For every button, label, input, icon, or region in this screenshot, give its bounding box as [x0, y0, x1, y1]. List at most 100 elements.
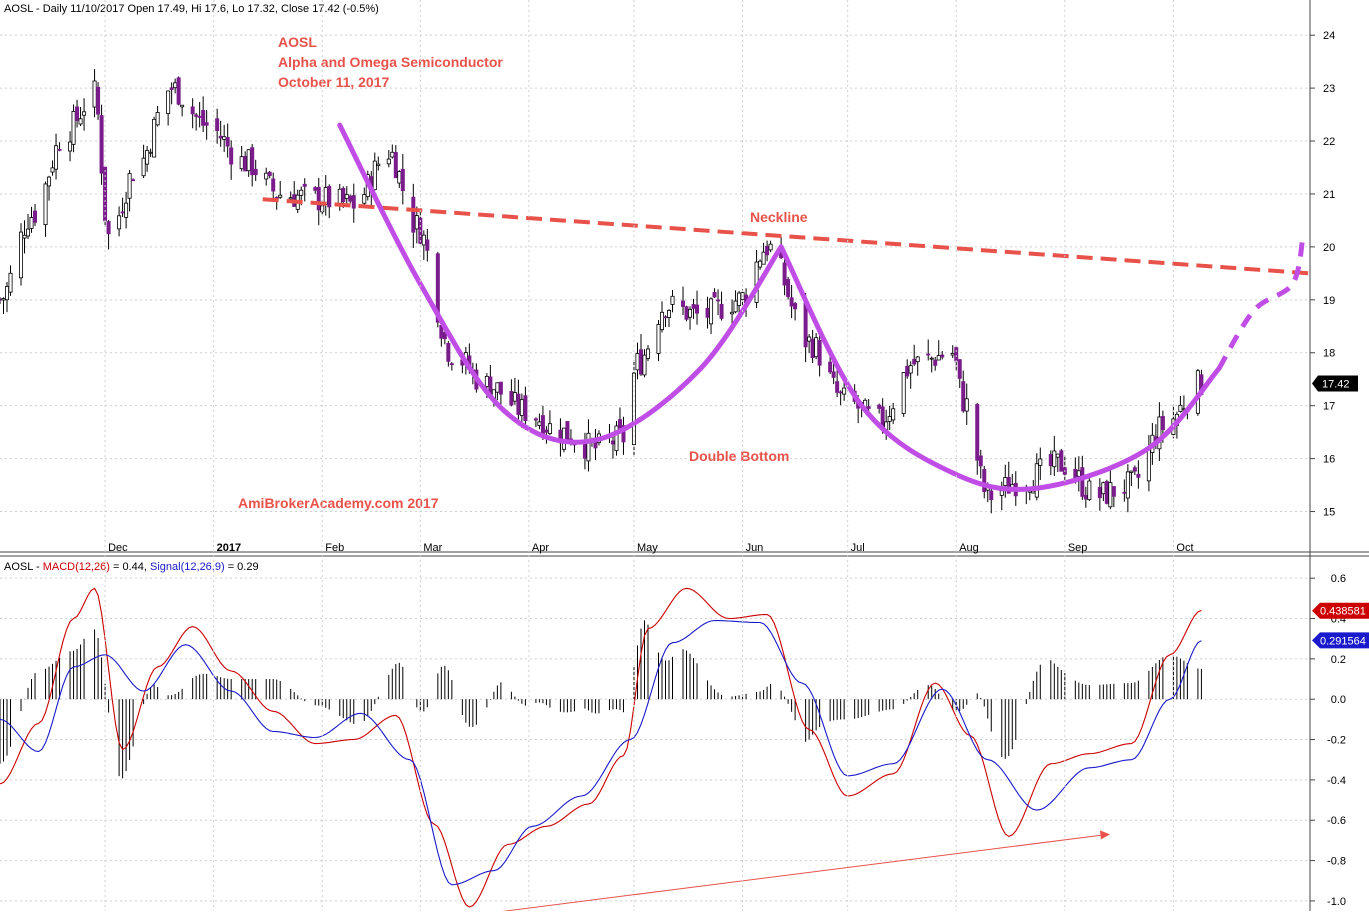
candle-body	[831, 371, 836, 378]
candle-body	[961, 381, 966, 412]
candle-body	[229, 147, 234, 165]
candle-body	[537, 421, 542, 426]
price-tick-label: 16	[1323, 454, 1335, 466]
candle-body	[712, 292, 717, 298]
candle-body	[1034, 463, 1039, 498]
candle-body	[414, 215, 419, 230]
candle-body	[814, 337, 819, 358]
candle-body	[8, 272, 13, 293]
candle-body	[975, 404, 980, 461]
candle-body	[225, 137, 230, 147]
candle-body	[1122, 491, 1127, 494]
candle-body	[803, 302, 808, 348]
candle-body	[663, 316, 668, 319]
candle-body	[411, 196, 416, 233]
macd-tick-label: -0.4	[1327, 775, 1346, 787]
macd-header-signal-value-text: = 0.29	[225, 561, 259, 573]
candle-body	[926, 353, 931, 356]
candle-body	[565, 421, 570, 441]
candle-body	[761, 251, 766, 265]
month-label: 2017	[217, 542, 241, 554]
candle-body	[316, 186, 321, 211]
candle-body	[75, 106, 80, 121]
candle-body	[716, 299, 721, 302]
macd-header-macd-label: MACD(12,26)	[43, 561, 110, 573]
candle-body	[950, 353, 955, 356]
macd-header-macd-value-text: = 0.44,	[110, 561, 150, 573]
right-bottom-curve	[778, 244, 1222, 492]
candle-body	[442, 331, 447, 340]
macd-tick-label: -0.8	[1327, 856, 1346, 868]
candle-body	[127, 173, 132, 199]
candle-body	[509, 391, 514, 406]
candle-body	[1055, 453, 1060, 458]
title-line: AOSL	[278, 34, 317, 50]
candle-body	[99, 115, 104, 174]
candle-body	[1097, 487, 1102, 499]
candle-body	[267, 171, 272, 177]
candle-body	[631, 372, 636, 446]
macd-last-marker	[1312, 602, 1369, 619]
candle-body	[719, 303, 724, 319]
month-label: May	[637, 542, 658, 554]
candle-body	[288, 197, 293, 200]
candle-body	[614, 425, 619, 452]
candle-body	[435, 253, 440, 323]
candle-body	[222, 136, 227, 140]
macd-header: AOSL - MACD(12,26) = 0.44, Signal(12,26,…	[4, 561, 259, 573]
candle-body	[765, 245, 770, 256]
candle-body	[393, 152, 398, 179]
candle-body	[1146, 446, 1151, 482]
macd-line	[0, 587, 1202, 908]
candle-body	[68, 141, 73, 152]
candle-body	[1157, 416, 1162, 450]
candle-body	[50, 167, 55, 173]
candle-body	[964, 398, 969, 412]
candle-body	[828, 361, 833, 373]
candle-body	[495, 382, 500, 393]
macd-last-label: 0.438581	[1320, 606, 1366, 618]
candle-body	[29, 217, 34, 229]
candle-body	[313, 187, 318, 191]
candle-body	[54, 145, 59, 170]
candle-body	[96, 86, 101, 115]
macd-panel: -1.0-0.8-0.6-0.4-0.20.00.20.40.60.438581…	[0, 561, 1369, 913]
candle-body	[215, 118, 220, 132]
candle-body	[194, 114, 199, 117]
candle-body	[124, 202, 129, 218]
month-label: Dec	[108, 542, 128, 554]
candle-body	[243, 155, 248, 172]
candle-body	[131, 179, 136, 182]
candle-body	[695, 304, 700, 314]
candle-body	[709, 298, 714, 325]
month-label: Jun	[746, 542, 764, 554]
candle-body	[786, 279, 791, 297]
candle-body	[586, 432, 591, 462]
candle-body	[1101, 482, 1106, 495]
candle-body	[793, 303, 798, 310]
candle-body	[1031, 490, 1036, 494]
candle-body	[810, 338, 815, 359]
projected-curve	[1216, 235, 1306, 370]
candle-body	[92, 80, 97, 108]
candle-body	[264, 172, 269, 180]
month-label: Sep	[1068, 542, 1088, 554]
candle-body	[1160, 416, 1165, 431]
signal-last-marker	[1312, 632, 1369, 649]
price-tick-label: 21	[1323, 189, 1335, 201]
candle-body	[57, 148, 62, 151]
candle-body	[106, 221, 111, 235]
candle-body	[789, 297, 794, 307]
price-tick-label: 23	[1323, 83, 1335, 95]
candle-body	[218, 135, 223, 139]
candle-body	[1038, 458, 1043, 466]
candle-body	[645, 348, 650, 359]
candle-body	[5, 286, 10, 301]
candle-body	[176, 77, 181, 105]
candle-body	[1108, 482, 1113, 508]
candle-body	[533, 418, 538, 421]
candle-body	[204, 122, 209, 126]
price-tick-label: 15	[1323, 507, 1335, 519]
